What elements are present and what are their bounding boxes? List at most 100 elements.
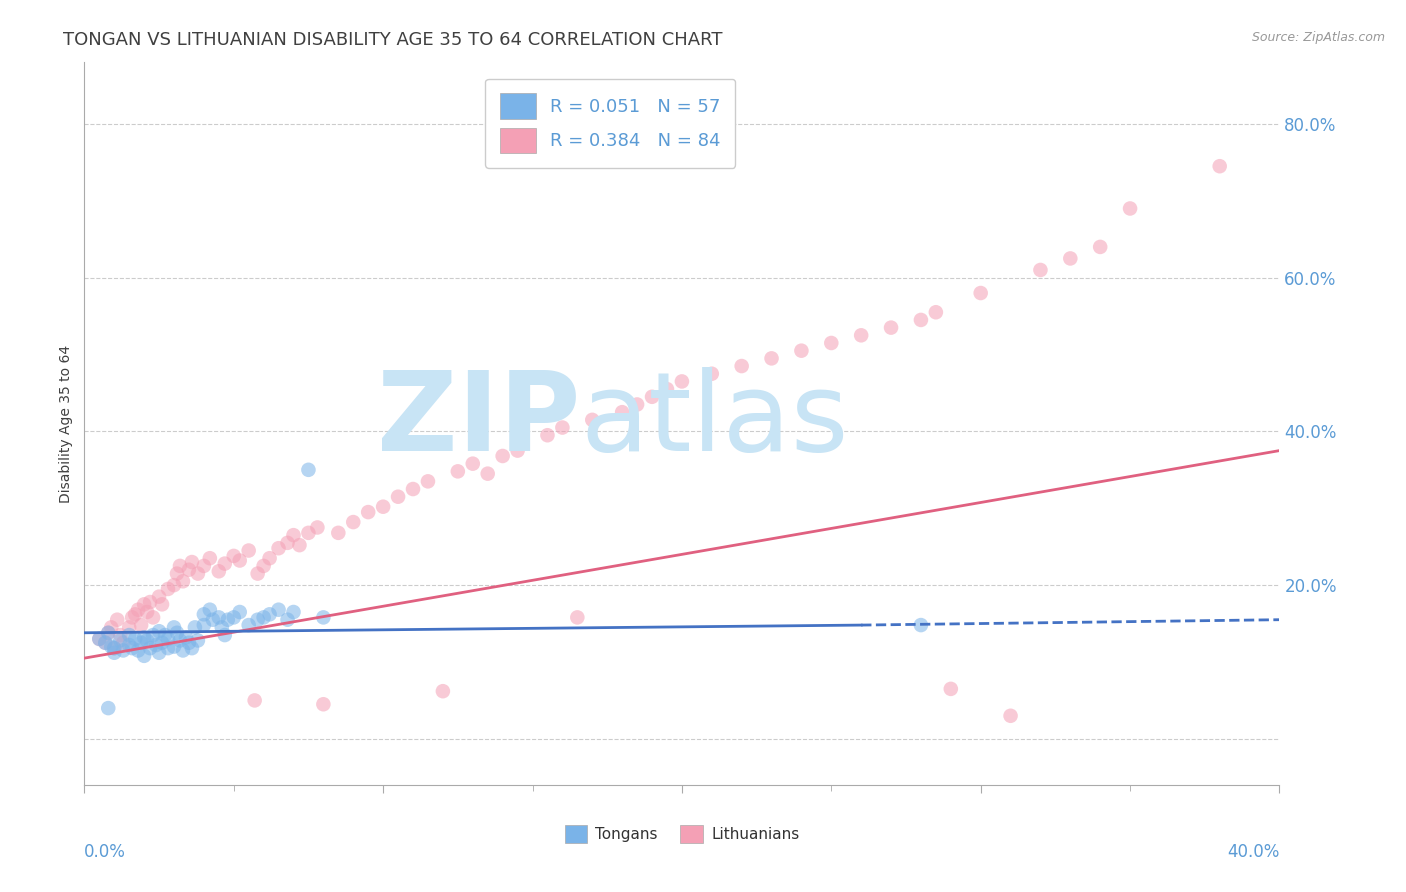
Point — [103, 641, 125, 656]
Point — [193, 607, 215, 622]
Point — [118, 638, 141, 652]
Point — [267, 603, 290, 617]
Point — [124, 632, 146, 646]
Point — [100, 620, 122, 634]
Point — [105, 613, 128, 627]
Point — [124, 607, 146, 622]
Point — [127, 643, 149, 657]
Point — [246, 566, 269, 581]
Point — [198, 551, 221, 566]
Point — [127, 603, 149, 617]
Point — [925, 305, 948, 319]
Point — [89, 632, 111, 646]
Point — [447, 464, 470, 478]
Point — [277, 613, 299, 627]
Point — [567, 610, 589, 624]
Point — [910, 618, 932, 632]
Point — [136, 605, 159, 619]
Point — [1090, 240, 1112, 254]
Point — [163, 620, 186, 634]
Point — [112, 643, 135, 657]
Point — [283, 528, 305, 542]
Text: 0.0%: 0.0% — [84, 843, 127, 861]
Point — [477, 467, 499, 481]
Point — [150, 598, 173, 612]
Point — [342, 515, 364, 529]
Point — [148, 624, 170, 639]
Point — [148, 590, 170, 604]
Point — [145, 638, 167, 652]
Point — [97, 701, 120, 715]
Point — [267, 541, 290, 556]
Point — [357, 505, 380, 519]
Point — [222, 610, 245, 624]
Text: atlas: atlas — [581, 367, 849, 474]
Point — [187, 566, 209, 581]
Point — [139, 595, 162, 609]
Point — [166, 566, 188, 581]
Point — [461, 457, 484, 471]
Point — [169, 633, 191, 648]
Point — [129, 618, 152, 632]
Point — [153, 628, 176, 642]
Point — [581, 413, 603, 427]
Point — [259, 607, 281, 622]
Point — [181, 641, 204, 656]
Point — [208, 610, 231, 624]
Point — [94, 636, 117, 650]
Point — [142, 628, 165, 642]
Point — [373, 500, 395, 514]
Point — [193, 558, 215, 573]
Point — [880, 320, 903, 334]
Point — [166, 625, 188, 640]
Point — [328, 525, 350, 540]
Point — [184, 620, 207, 634]
Point — [177, 636, 200, 650]
Point — [110, 633, 132, 648]
Point — [402, 482, 425, 496]
Point — [132, 598, 156, 612]
Point — [198, 603, 221, 617]
Point — [172, 574, 194, 589]
Point — [492, 449, 515, 463]
Point — [243, 693, 266, 707]
Point — [761, 351, 783, 366]
Point — [851, 328, 873, 343]
Point — [132, 631, 156, 645]
Point — [259, 551, 281, 566]
Point — [150, 636, 173, 650]
Point — [283, 605, 305, 619]
Point — [253, 610, 276, 624]
Point — [416, 475, 439, 489]
Point — [312, 610, 335, 624]
Point — [208, 564, 231, 578]
Point — [228, 553, 252, 567]
Point — [820, 336, 842, 351]
Point — [612, 405, 634, 419]
Point — [214, 557, 236, 571]
Point — [790, 343, 813, 358]
Point — [121, 641, 143, 656]
Point — [157, 641, 180, 656]
Point — [626, 397, 648, 411]
Point — [939, 681, 962, 696]
Point — [174, 631, 197, 645]
Point — [148, 646, 170, 660]
Point — [181, 555, 204, 569]
Point — [1059, 252, 1081, 266]
Point — [103, 646, 125, 660]
Point — [238, 543, 260, 558]
Y-axis label: Disability Age 35 to 64: Disability Age 35 to 64 — [59, 344, 73, 503]
Point — [432, 684, 454, 698]
Text: TONGAN VS LITHUANIAN DISABILITY AGE 35 TO 64 CORRELATION CHART: TONGAN VS LITHUANIAN DISABILITY AGE 35 T… — [63, 31, 723, 49]
Point — [118, 628, 141, 642]
Point — [238, 618, 260, 632]
Point — [910, 313, 932, 327]
Point — [641, 390, 664, 404]
Point — [297, 463, 319, 477]
Point — [89, 632, 111, 646]
Point — [536, 428, 558, 442]
Point — [103, 641, 125, 656]
Point — [731, 359, 754, 373]
Text: Source: ZipAtlas.com: Source: ZipAtlas.com — [1251, 31, 1385, 45]
